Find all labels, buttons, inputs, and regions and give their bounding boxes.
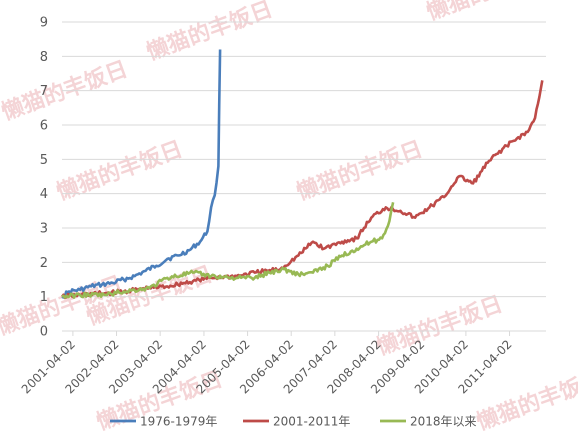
y-tick-label: 4 (40, 187, 48, 202)
y-tick-label: 9 (40, 16, 48, 31)
y-tick-label: 0 (40, 325, 48, 340)
series-line-2 (61, 202, 395, 299)
y-tick-label: 8 (40, 50, 48, 65)
y-tick-label: 2 (40, 256, 48, 271)
legend-label-0: 1976-1979年 (140, 415, 217, 429)
watermark-0: 懒猫的丰饭日 (143, 0, 276, 66)
legend: 1976-1979年 2001-2011年 2018年以来 (110, 415, 477, 429)
watermark-3: 懒猫的丰饭日 (293, 136, 426, 206)
legend-label-1: 2001-2011年 (273, 415, 350, 429)
watermark-9: 懒猫的丰饭日 (473, 366, 578, 436)
series-lines (60, 49, 544, 300)
y-tick-label: 3 (40, 222, 48, 237)
watermark-6: 懒猫的丰饭日 (373, 291, 506, 361)
series-line-0 (61, 49, 222, 299)
y-axis: 0 1 2 3 4 5 6 7 8 9 (40, 16, 48, 340)
legend-label-2: 2018年以来 (410, 415, 477, 429)
y-tick-label: 5 (40, 153, 48, 168)
y-tick-label: 6 (40, 119, 48, 134)
y-tick-label: 7 (40, 84, 48, 99)
x-axis: 2001-04-022002-04-022003-04-022004-04-02… (19, 330, 546, 396)
y-tick-label: 1 (40, 290, 48, 305)
watermark-2: 懒猫的丰饭日 (53, 136, 186, 206)
